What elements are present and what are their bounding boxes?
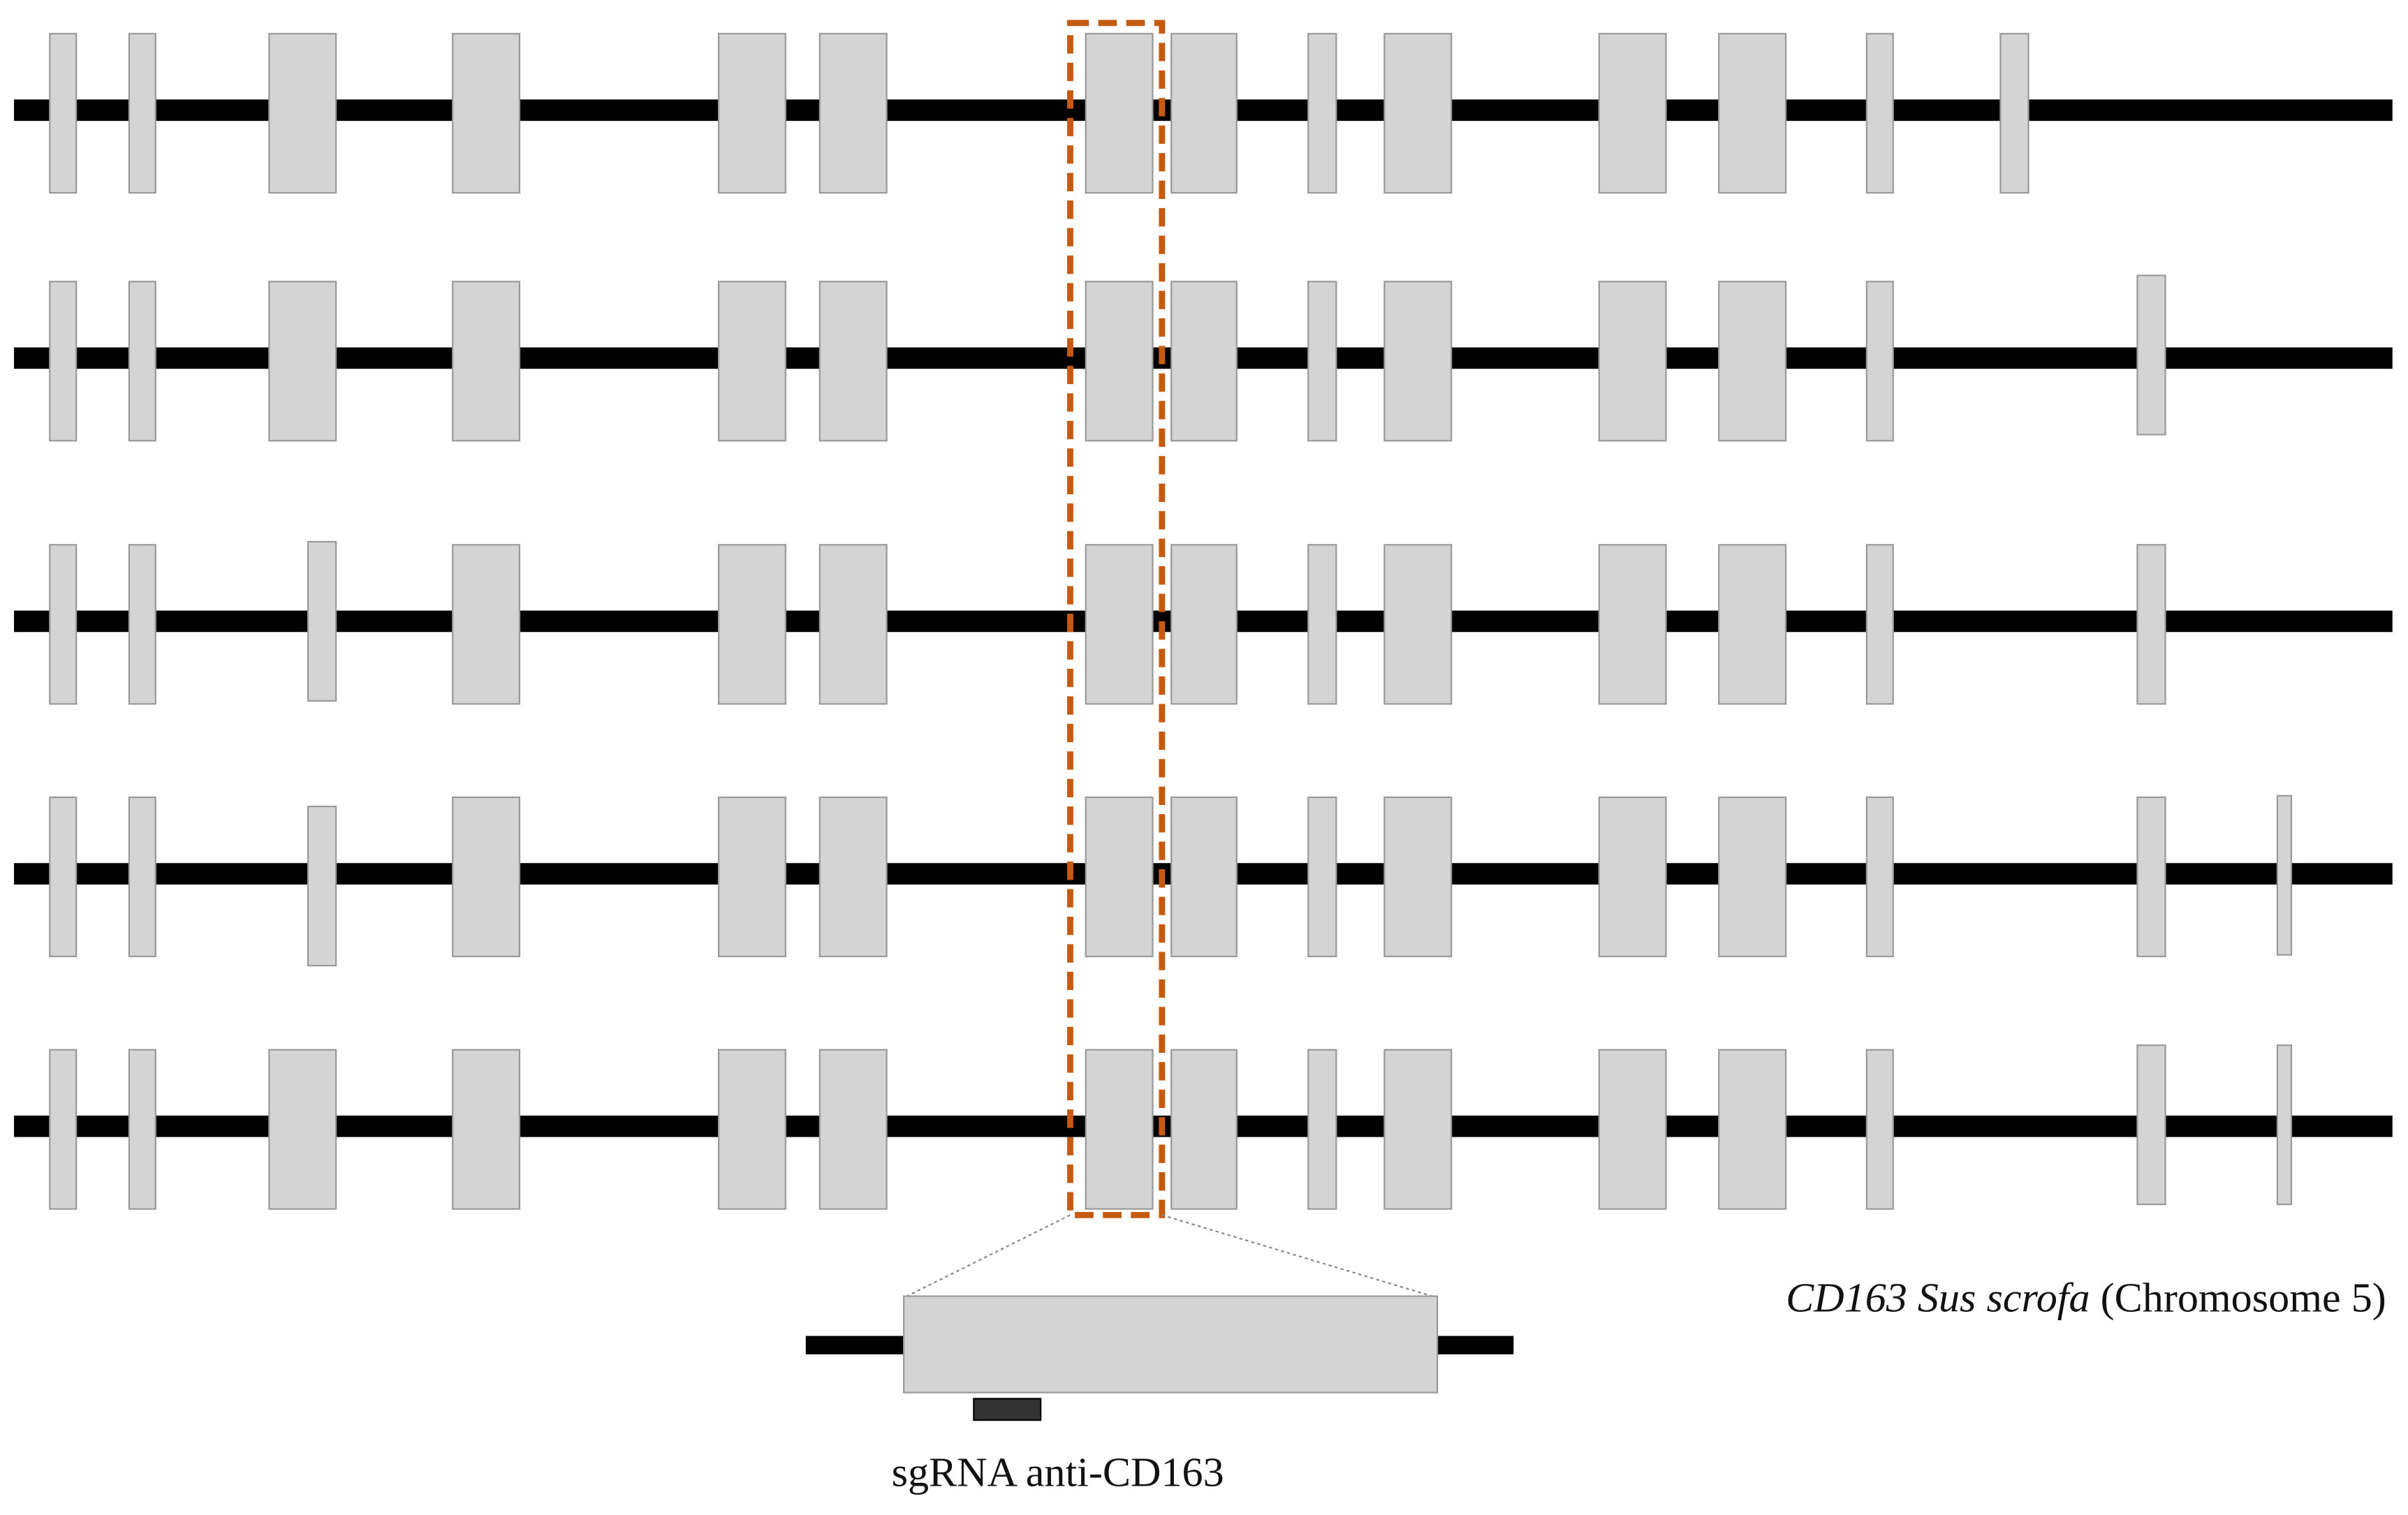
exon bbox=[1999, 33, 2029, 194]
exon bbox=[2136, 274, 2166, 436]
exon bbox=[1085, 1049, 1154, 1210]
exon bbox=[49, 1049, 78, 1210]
exon bbox=[1170, 1049, 1238, 1210]
exon bbox=[1170, 33, 1238, 194]
exon bbox=[1865, 796, 1894, 958]
exon bbox=[49, 281, 78, 442]
exon bbox=[1170, 544, 1238, 705]
exon bbox=[818, 796, 888, 958]
exon bbox=[1307, 33, 1337, 194]
exon bbox=[717, 544, 786, 705]
exon bbox=[452, 796, 521, 958]
exon bbox=[268, 1049, 337, 1210]
exon bbox=[452, 281, 521, 442]
exon bbox=[1718, 1049, 1787, 1210]
exon bbox=[307, 540, 337, 702]
transcript-rows bbox=[14, 33, 2393, 1210]
exon bbox=[1865, 1049, 1894, 1210]
exon bbox=[818, 281, 888, 442]
zoom-line bbox=[1161, 1214, 1438, 1299]
exon bbox=[1170, 281, 1238, 442]
exon bbox=[452, 33, 521, 194]
exon bbox=[717, 1049, 786, 1210]
exon bbox=[2136, 796, 2166, 958]
exon bbox=[1307, 281, 1337, 442]
exon bbox=[1865, 281, 1894, 442]
exon bbox=[1383, 544, 1453, 705]
exon bbox=[1718, 281, 1787, 442]
exon bbox=[128, 281, 156, 442]
exon bbox=[49, 544, 78, 705]
exon bbox=[818, 33, 888, 194]
exon bbox=[1598, 33, 1667, 194]
exon bbox=[2136, 544, 2166, 705]
exon bbox=[1307, 796, 1337, 958]
exon bbox=[49, 33, 78, 194]
caption: CD163 Sus scrofa (Chromosome 5) bbox=[1786, 1275, 2386, 1320]
exon bbox=[818, 1049, 888, 1210]
exon bbox=[2136, 1044, 2166, 1206]
exon bbox=[1085, 281, 1154, 442]
gene-name: CD163 bbox=[1786, 1275, 1907, 1320]
exon bbox=[2276, 1044, 2293, 1206]
exon bbox=[1383, 281, 1453, 442]
exon bbox=[1170, 796, 1238, 958]
species-name: Sus scrofa bbox=[1918, 1275, 2090, 1320]
exon bbox=[128, 33, 156, 194]
exon bbox=[1718, 544, 1787, 705]
exon bbox=[2276, 795, 2293, 956]
exon bbox=[1307, 1049, 1337, 1210]
exon bbox=[717, 796, 786, 958]
exon bbox=[128, 544, 156, 705]
exon bbox=[1085, 796, 1154, 958]
exon bbox=[307, 806, 337, 967]
exon bbox=[1718, 796, 1787, 958]
exon bbox=[717, 281, 786, 442]
sgrna-mark bbox=[973, 1398, 1042, 1421]
exon bbox=[1718, 33, 1787, 194]
sgrna-label: sgRNA anti-CD163 bbox=[892, 1449, 1224, 1495]
exon bbox=[1383, 33, 1453, 194]
exon bbox=[268, 33, 337, 194]
exon bbox=[1598, 1049, 1667, 1210]
exon bbox=[818, 544, 888, 705]
exon bbox=[717, 33, 786, 194]
exon bbox=[1598, 281, 1667, 442]
exon bbox=[1085, 33, 1154, 194]
exon bbox=[49, 796, 78, 958]
exon bbox=[1085, 544, 1154, 705]
exon bbox=[268, 281, 337, 442]
exon bbox=[1383, 1049, 1453, 1210]
exon bbox=[128, 796, 156, 958]
exon bbox=[1307, 544, 1337, 705]
exon bbox=[452, 1049, 521, 1210]
chromosome: (Chromosome 5) bbox=[2101, 1275, 2386, 1320]
exon bbox=[452, 544, 521, 705]
exon bbox=[1598, 796, 1667, 958]
highlight-box bbox=[1066, 20, 1166, 1218]
exon bbox=[1865, 33, 1894, 194]
exon bbox=[1598, 544, 1667, 705]
exon-zoom bbox=[902, 1295, 1439, 1394]
exon bbox=[1865, 544, 1894, 705]
zoom-line bbox=[903, 1214, 1071, 1299]
exon bbox=[1383, 796, 1453, 958]
exon bbox=[128, 1049, 156, 1210]
